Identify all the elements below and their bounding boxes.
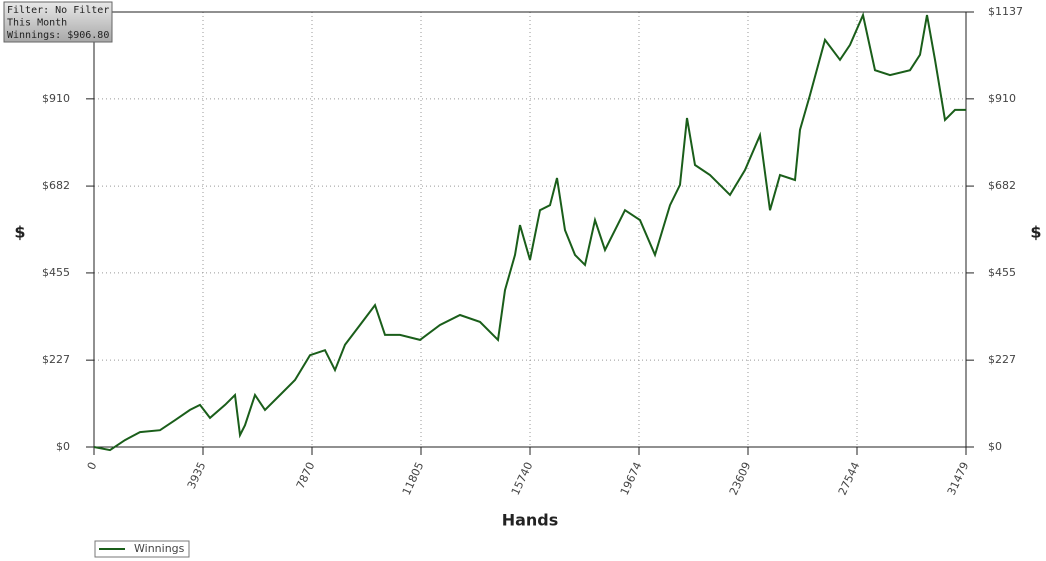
info-line: This Month [7,18,67,29]
x-axis-title: Hands [502,511,559,530]
info-line: Filter: No Filter [7,5,109,16]
y2-tick-label: $0 [988,440,1002,453]
info-line: Winnings: $906.80 [7,30,109,41]
x-tick-label: 11805 [400,460,427,497]
x-tick-label: 3935 [185,460,209,491]
x-tick-label: 7870 [294,460,318,491]
x-tick-label: 31479 [945,460,972,497]
line-series [93,11,966,452]
y2-tick-label: $1137 [988,5,1023,18]
y-tick-label: $910 [42,92,70,105]
legend-box [94,540,190,558]
y2-tick-label: $227 [988,353,1016,366]
y2-axis-title: $ [1030,223,1041,242]
info-box-bg [3,1,113,43]
x-tick-label: 15740 [509,460,536,497]
x-tick-label: 23609 [727,460,754,497]
y-tick-label: $682 [42,179,70,192]
y2-tick-label: $455 [988,266,1016,279]
y2-tick-label: $910 [988,92,1016,105]
x-tick-label: 0 [85,460,100,472]
legend-label: Winnings [134,542,185,555]
x-tick-label: 27544 [836,460,863,497]
legend: Winnings [94,540,190,558]
y-tick-label: $0 [56,440,70,453]
y2-tick-label: $682 [988,179,1016,192]
y-tick-label: $455 [42,266,70,279]
y-tick-label: $227 [42,353,70,366]
x-tick-label: 19674 [618,460,645,497]
y-axis-title: $ [14,223,25,242]
